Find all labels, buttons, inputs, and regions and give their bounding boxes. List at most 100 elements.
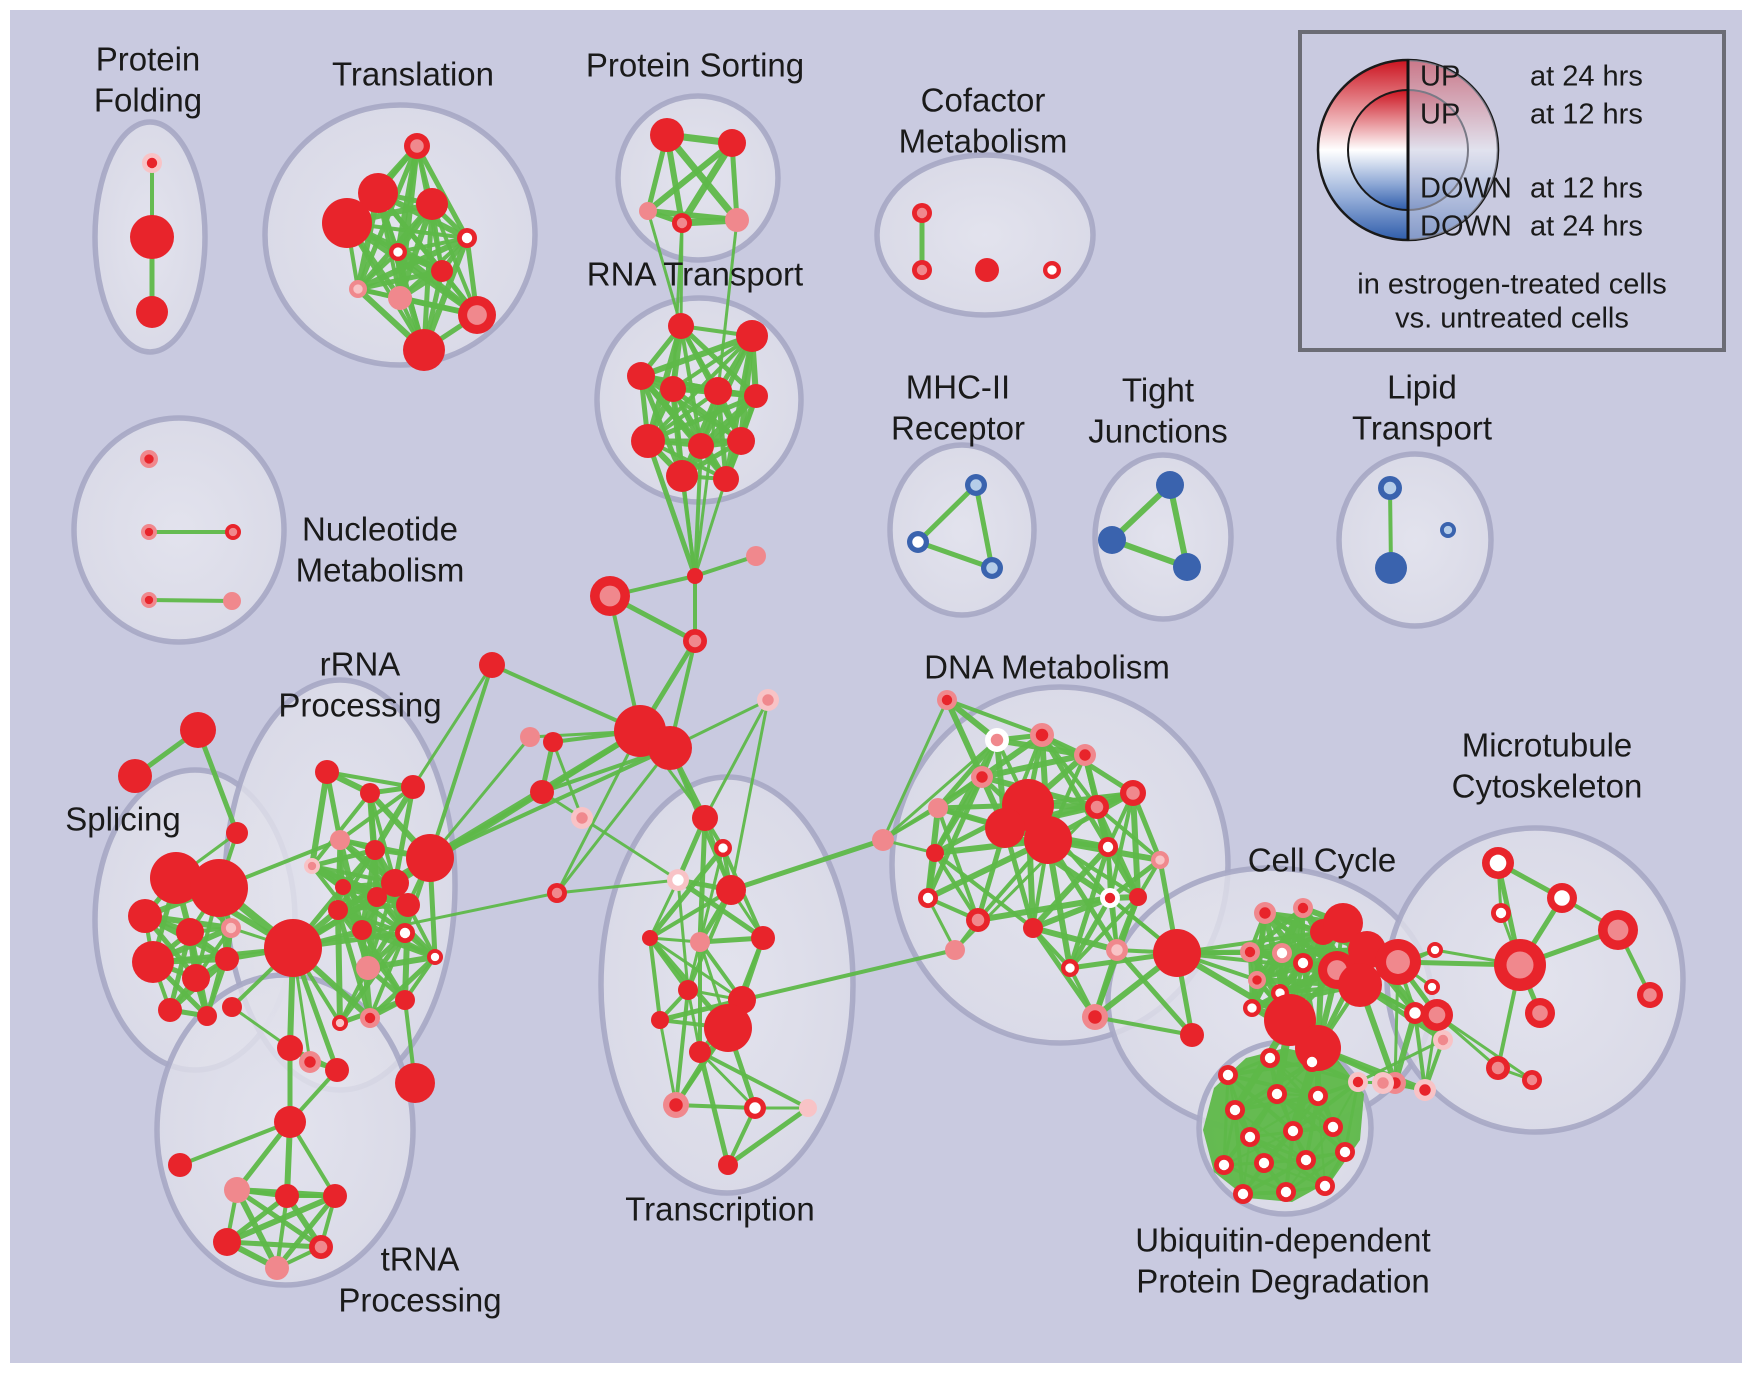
- node-68: [360, 1008, 380, 1028]
- edge: [325, 770, 415, 789]
- node-inner-core: [1237, 1188, 1249, 1200]
- node-91: [642, 930, 658, 946]
- node-12: [458, 296, 496, 334]
- node-73: [547, 883, 567, 903]
- node-inner-core: [228, 527, 238, 537]
- node-45: [132, 941, 174, 983]
- node-inner-core: [1088, 1010, 1102, 1024]
- edge: [1002, 825, 1113, 901]
- node-outer-ring: [180, 712, 216, 748]
- edge: [555, 746, 672, 895]
- node-145: [1414, 1079, 1436, 1101]
- node-121: [1151, 851, 1169, 869]
- node-outer-ring: [704, 1004, 752, 1052]
- cluster-label-splicing: Splicing: [65, 801, 181, 838]
- legend-direction-3: DOWN: [1420, 211, 1512, 243]
- node-85: [309, 1235, 333, 1259]
- cluster-label-mhc-ii-receptor: MHC-II: [906, 369, 1010, 406]
- cluster-ellipse-tight-junctions: [1092, 452, 1234, 622]
- node-162: [1276, 1182, 1296, 1202]
- node-195: [223, 592, 241, 610]
- node-9: [431, 260, 453, 282]
- node-outer-ring: [975, 258, 999, 282]
- node-170: [1427, 942, 1443, 958]
- node-outer-ring: [1023, 918, 1043, 938]
- node-48: [158, 998, 182, 1022]
- node-outer-ring: [130, 215, 174, 259]
- node-inner-core: [1035, 728, 1049, 742]
- node-32: [590, 576, 630, 616]
- node-outer-ring: [182, 964, 210, 992]
- edge: [647, 845, 726, 941]
- node-inner-core: [399, 927, 411, 939]
- cluster-label-nucleotide-metabolism: Nucleotide: [302, 511, 458, 548]
- node-168: [1494, 939, 1546, 991]
- legend: UP at 24 hrs UP at 12 hrs DOWN at 12 hrs DOWN a…: [1298, 30, 1726, 352]
- node-inner-core: [1437, 1034, 1449, 1046]
- node-inner-core: [1264, 1052, 1276, 1064]
- node-69: [332, 1015, 348, 1031]
- edge: [698, 1050, 810, 1110]
- cluster-label-rrna-processing: rRNA: [320, 646, 401, 683]
- edge: [1291, 1080, 1360, 1133]
- node-outer-ring: [926, 844, 944, 862]
- node-inner-core: [1506, 951, 1534, 979]
- node-36: [648, 726, 692, 770]
- node-inner-core: [1218, 1159, 1230, 1171]
- node-124: [1061, 959, 1079, 977]
- edge: [490, 663, 642, 733]
- node-134: [1272, 943, 1292, 963]
- node-153: [1348, 1072, 1368, 1092]
- edge: [335, 907, 343, 1026]
- node-outer-ring: [356, 956, 380, 980]
- node-50: [315, 760, 339, 784]
- node-inner-core: [669, 1098, 683, 1112]
- node-29: [713, 466, 739, 492]
- node-inner-core: [304, 1056, 316, 1068]
- node-outer-ring: [136, 296, 168, 328]
- edge: [725, 1105, 811, 1168]
- node-129: [1293, 898, 1313, 918]
- node-165: [1482, 847, 1514, 879]
- node-inner-core: [430, 952, 440, 962]
- node-outer-ring: [678, 980, 698, 1000]
- edge: [1030, 844, 1111, 931]
- node-outer-ring: [277, 1035, 303, 1061]
- node-64: [395, 923, 415, 943]
- node-outer-ring: [1338, 963, 1382, 1007]
- node-177: [1522, 1070, 1542, 1090]
- node-82: [275, 1184, 299, 1208]
- node-inner-core: [146, 157, 158, 169]
- node-inner-core: [1271, 1088, 1283, 1100]
- node-28: [666, 460, 698, 492]
- node-inner-core: [688, 634, 702, 648]
- cluster-label-mhc-ii-receptor: Receptor: [891, 410, 1025, 447]
- cluster-label-trna-processing: Processing: [338, 1282, 501, 1319]
- node-inner-core: [144, 454, 154, 464]
- node-59: [367, 887, 387, 907]
- node-inner-core: [1427, 982, 1437, 992]
- node-outer-ring: [275, 1184, 299, 1208]
- node-131: [1323, 903, 1363, 943]
- node-37: [180, 712, 216, 748]
- edge: [663, 131, 741, 224]
- nodes: [118, 118, 1663, 1280]
- node-96: [651, 1011, 669, 1029]
- node-inner-core: [1495, 907, 1507, 919]
- node-outer-ring: [215, 947, 239, 971]
- edge: [1247, 905, 1306, 955]
- node-inner-core: [990, 733, 1004, 747]
- node-133: [1240, 942, 1260, 962]
- node-169: [1525, 998, 1555, 1028]
- node-inner-core: [1419, 1084, 1431, 1096]
- node-inner-core: [676, 217, 688, 229]
- cluster-label-microtubule-cytoskeleton: Microtubule: [1462, 727, 1633, 764]
- edge: [178, 1120, 292, 1167]
- node-outer-ring: [322, 198, 372, 248]
- node-inner-core: [1244, 946, 1256, 958]
- node-77: [325, 1058, 349, 1082]
- node-138: [1248, 971, 1266, 989]
- node-27: [727, 427, 755, 455]
- edge: [224, 1193, 338, 1245]
- node-outer-ring: [945, 940, 965, 960]
